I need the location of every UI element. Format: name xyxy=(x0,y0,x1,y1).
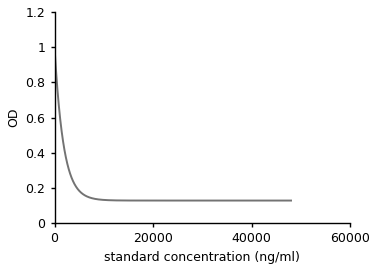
X-axis label: standard concentration (ng/ml): standard concentration (ng/ml) xyxy=(104,251,300,264)
Y-axis label: OD: OD xyxy=(7,108,20,127)
